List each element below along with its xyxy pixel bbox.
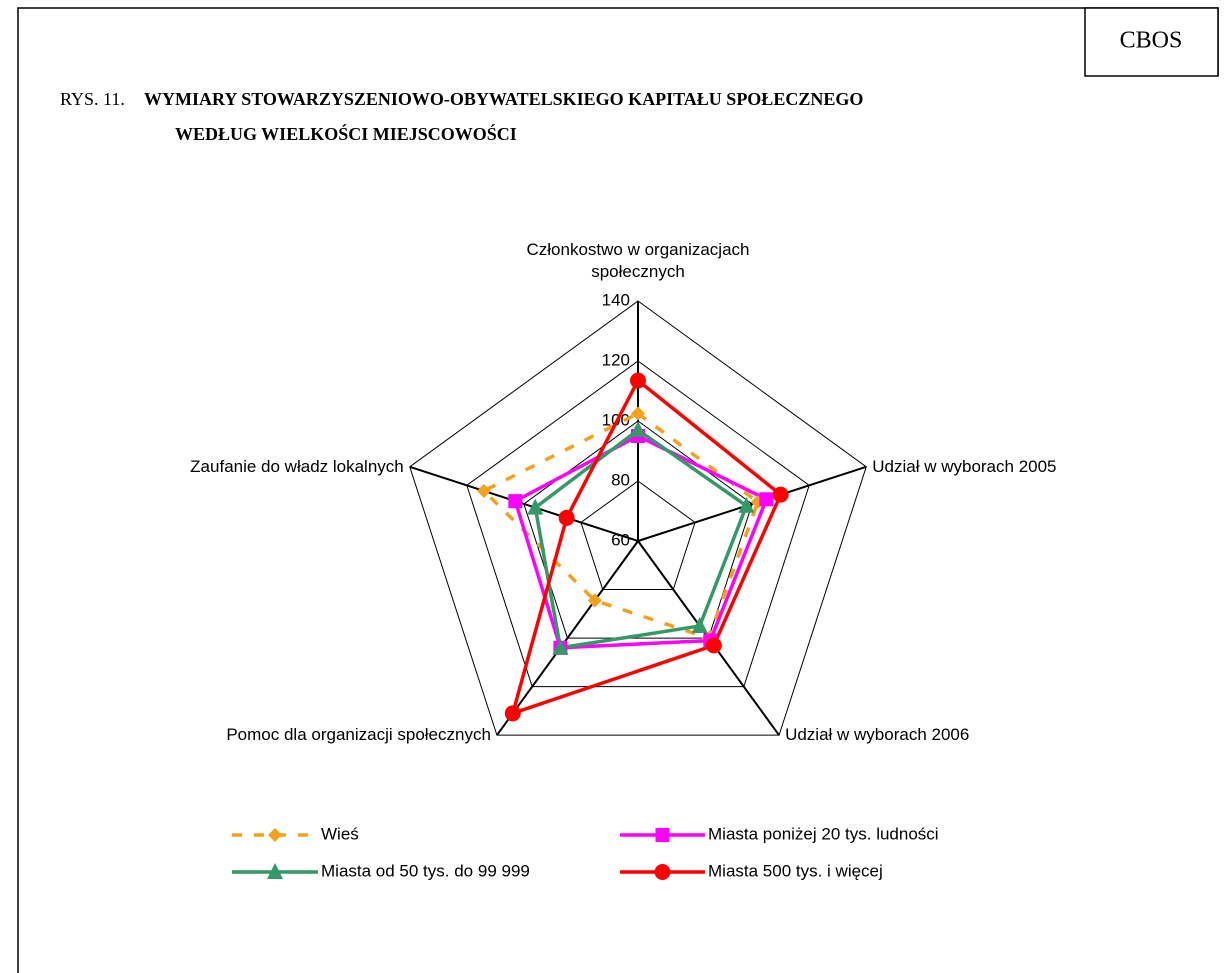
legend-marker [267, 863, 283, 879]
data-point [630, 421, 646, 437]
category-label: Pomoc dla organizacji społecznych [226, 725, 491, 745]
legend-marker [654, 864, 671, 880]
data-point [691, 616, 708, 633]
series-line [513, 434, 769, 650]
data-point [476, 483, 491, 498]
legend-label: Miasta 500 tys. i więcej [708, 861, 883, 880]
data-point [527, 498, 544, 515]
series-line [480, 411, 760, 641]
grid-ring [409, 300, 867, 736]
title-line: WEDŁUG WIELKOŚCI MIEJSCOWOŚCI [175, 123, 517, 144]
legend-marker [268, 828, 282, 842]
category-label: Udział w wyborach 2005 [872, 456, 1057, 476]
legend-label: Wieś [321, 824, 359, 843]
legend-label: Miasta od 50 tys. do 99 999 [321, 861, 530, 880]
category-label: Zaufanie do władz lokalnych [190, 456, 404, 476]
category-label: Członkostwo w organizacjach społecznych [526, 240, 750, 281]
spoke [496, 540, 639, 736]
data-point [759, 492, 774, 507]
data-point [772, 486, 789, 503]
r-tick-label: 140 [602, 290, 630, 309]
spoke [637, 465, 867, 542]
r-tick-label: 120 [602, 350, 630, 369]
data-point [587, 593, 602, 608]
series-line [533, 427, 749, 650]
data-point [631, 406, 645, 421]
data-point [504, 705, 521, 722]
r-tick-label: 60 [611, 530, 630, 549]
category-label: Udział w wyborach 2006 [785, 725, 970, 745]
data-point [738, 496, 755, 513]
r-tick-label: 80 [611, 470, 630, 489]
grid-ring [466, 360, 810, 688]
title-prefix: RYS. 11. [60, 89, 125, 109]
badge-box [1084, 7, 1219, 77]
frame [17, 7, 1219, 973]
data-point [558, 509, 575, 526]
data-point [552, 638, 569, 655]
data-point [630, 372, 646, 389]
grid-ring [523, 420, 753, 639]
grid-ring [580, 480, 696, 591]
data-point [705, 637, 722, 654]
legend-marker [655, 828, 670, 842]
spoke [409, 465, 639, 542]
legend-label: Miasta poniżej 20 tys. ludności [708, 824, 939, 843]
badge: CBOS [1120, 28, 1183, 54]
data-point [508, 494, 523, 509]
series-line [510, 377, 783, 717]
title-line: WYMIARY STOWARZYSZENIOWO-OBYWATELSKIEGO … [144, 89, 863, 109]
